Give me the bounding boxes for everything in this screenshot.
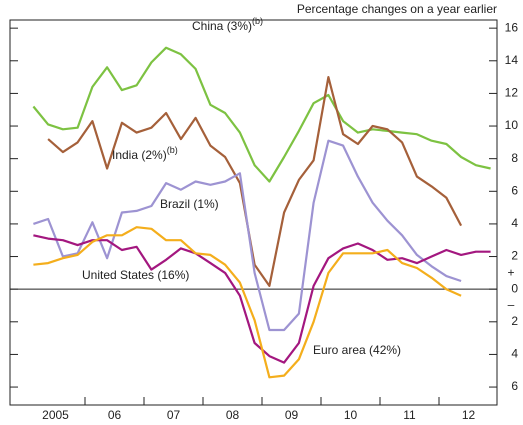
y-tick-label: 4 [511, 347, 518, 361]
y-tick-label: 2 [511, 314, 518, 328]
y-tick-label: 4 [511, 216, 518, 230]
y-tick-label: 10 [505, 118, 519, 132]
series-name: United States (16%) [82, 268, 189, 282]
x-tick-label: 08 [226, 408, 240, 422]
series-name: India (2%) [112, 148, 167, 162]
series-line [33, 226, 462, 379]
series-line [32, 46, 491, 183]
y-tick-label: 2 [511, 249, 518, 263]
axis-sign: + [507, 265, 514, 279]
x-tick-label: 11 [403, 408, 416, 422]
x-tick-label: 10 [344, 408, 358, 422]
series-label: India (2%)(b) [112, 145, 178, 162]
series-note: (b) [252, 16, 263, 26]
series-note: (b) [167, 145, 178, 155]
y-tick-label: 6 [511, 379, 518, 393]
y-tick-label: 6 [511, 183, 518, 197]
series-label: United States (16%) [82, 268, 189, 282]
x-tick-label: 2005 [42, 408, 69, 422]
series-label: Brazil (1%) [160, 197, 219, 211]
series-name: Brazil (1%) [160, 197, 219, 211]
y-tick-label: 0 [511, 281, 518, 295]
series-name: Euro area (42%) [313, 343, 401, 357]
series-name: China (3%) [192, 19, 252, 33]
y-tick-label: 16 [505, 20, 519, 34]
x-tick-label: 09 [285, 408, 299, 422]
x-tick-label: 12 [462, 408, 476, 422]
y-tick-label: 12 [505, 86, 519, 100]
series-label: Euro area (42%) [313, 343, 401, 357]
y-tick-label: 14 [505, 53, 519, 67]
series-line [47, 76, 463, 287]
chart-subtitle: Percentage changes on a year earlier [297, 2, 497, 16]
series-label: China (3%)(b) [192, 16, 263, 33]
y-tick-label: 8 [511, 151, 518, 165]
series-line [33, 139, 462, 332]
x-tick-label: 07 [167, 408, 181, 422]
plot-frame [9, 19, 498, 406]
axis-sign: – [508, 297, 515, 311]
x-tick-label: 06 [108, 408, 122, 422]
